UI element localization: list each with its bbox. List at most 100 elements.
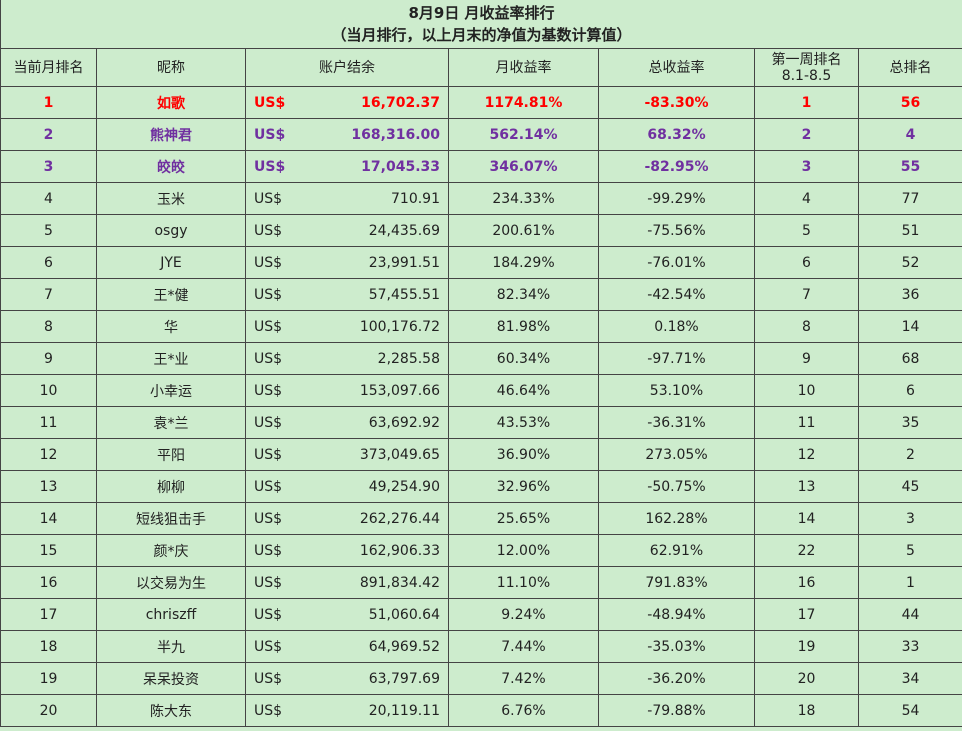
- cell-balance: 162,906.33: [309, 534, 449, 567]
- cell-balance: 23,991.51: [309, 246, 449, 279]
- cell-nickname: 如歌: [96, 86, 246, 119]
- cell-week1-rank: 8: [754, 310, 859, 343]
- cell-total-rank: 68: [857, 342, 962, 375]
- cell-monthly-return: 184.29%: [448, 246, 599, 279]
- cell-rank: 14: [0, 502, 97, 535]
- cell-balance: 2,285.58: [309, 342, 449, 375]
- cell-rank: 8: [0, 310, 97, 343]
- cell-week1-rank: 19: [754, 630, 859, 663]
- table-row: 19 呆呆投资 US$ 63,797.69 7.42% -36.20% 20 34: [0, 662, 962, 695]
- cell-total-return: 62.91%: [598, 534, 755, 567]
- cell-monthly-return: 60.34%: [448, 342, 599, 375]
- cell-rank: 1: [0, 86, 97, 119]
- table-row: 18 半九 US$ 64,969.52 7.44% -35.03% 19 33: [0, 630, 962, 663]
- cell-total-rank: 45: [857, 470, 962, 503]
- cell-total-return: 68.32%: [598, 118, 755, 151]
- cell-monthly-return: 6.76%: [448, 694, 599, 727]
- cell-total-return: 162.28%: [598, 502, 755, 535]
- cell-week1-rank: 14: [754, 502, 859, 535]
- cell-nickname: 柳柳: [96, 470, 246, 503]
- cell-nickname: 玉米: [96, 182, 246, 215]
- table-row: 10 小幸运 US$ 153,097.66 46.64% 53.10% 10 6: [0, 374, 962, 407]
- cell-rank: 13: [0, 470, 97, 503]
- cell-rank: 7: [0, 278, 97, 311]
- cell-monthly-return: 81.98%: [448, 310, 599, 343]
- cell-rank: 5: [0, 214, 97, 247]
- cell-monthly-return: 1174.81%: [448, 86, 599, 119]
- table-title: 8月9日 月收益率排行 （当月排行，以上月末的净值为基数计算值）: [0, 0, 962, 49]
- cell-currency: US$: [245, 406, 310, 439]
- cell-balance: 24,435.69: [309, 214, 449, 247]
- cell-balance: 63,797.69: [309, 662, 449, 695]
- cell-monthly-return: 346.07%: [448, 150, 599, 183]
- cell-week1-rank: 17: [754, 598, 859, 631]
- cell-rank: 2: [0, 118, 97, 151]
- cell-total-return: -82.95%: [598, 150, 755, 183]
- cell-total-return: -99.29%: [598, 182, 755, 215]
- cell-rank: 20: [0, 694, 97, 727]
- cell-total-return: -36.31%: [598, 406, 755, 439]
- cell-currency: US$: [245, 214, 310, 247]
- cell-balance: 64,969.52: [309, 630, 449, 663]
- cell-rank: 4: [0, 182, 97, 215]
- cell-total-rank: 1: [857, 566, 962, 599]
- cell-week1-rank: 10: [754, 374, 859, 407]
- cell-week1-rank: 12: [754, 438, 859, 471]
- header-week1-rank-range: 8.1-8.5: [781, 67, 832, 84]
- table-row: 1 如歌 US$ 16,702.37 1174.81% -83.30% 1 56: [0, 86, 962, 119]
- cell-nickname: 颜*庆: [96, 534, 246, 567]
- cell-rank: 3: [0, 150, 97, 183]
- cell-nickname: 华: [96, 310, 246, 343]
- cell-currency: US$: [245, 182, 310, 215]
- cell-total-rank: 3: [857, 502, 962, 535]
- table-row: 5 osgy US$ 24,435.69 200.61% -75.56% 5 51: [0, 214, 962, 247]
- cell-total-return: -79.88%: [598, 694, 755, 727]
- cell-balance: 51,060.64: [309, 598, 449, 631]
- cell-monthly-return: 234.33%: [448, 182, 599, 215]
- cell-monthly-return: 46.64%: [448, 374, 599, 407]
- cell-balance: 891,834.42: [309, 566, 449, 599]
- cell-rank: 18: [0, 630, 97, 663]
- cell-week1-rank: 13: [754, 470, 859, 503]
- cell-balance: 17,045.33: [309, 150, 449, 183]
- table-row: 8 华 US$ 100,176.72 81.98% 0.18% 8 14: [0, 310, 962, 343]
- table-row: 4 玉米 US$ 710.91 234.33% -99.29% 4 77: [0, 182, 962, 215]
- cell-nickname: chriszff: [96, 598, 246, 631]
- cell-nickname: osgy: [96, 214, 246, 247]
- cell-nickname: 小幸运: [96, 374, 246, 407]
- cell-week1-rank: 18: [754, 694, 859, 727]
- cell-nickname: 短线狙击手: [96, 502, 246, 535]
- cell-currency: US$: [245, 150, 310, 183]
- cell-nickname: 王*业: [96, 342, 246, 375]
- cell-nickname: 皎皎: [96, 150, 246, 183]
- cell-total-rank: 34: [857, 662, 962, 695]
- table-row: 13 柳柳 US$ 49,254.90 32.96% -50.75% 13 45: [0, 470, 962, 503]
- cell-currency: US$: [245, 342, 310, 375]
- cell-monthly-return: 32.96%: [448, 470, 599, 503]
- cell-currency: US$: [245, 598, 310, 631]
- table-row: 3 皎皎 US$ 17,045.33 346.07% -82.95% 3 55: [0, 150, 962, 183]
- cell-currency: US$: [245, 246, 310, 279]
- cell-balance: 63,692.92: [309, 406, 449, 439]
- cell-currency: US$: [245, 438, 310, 471]
- cell-total-rank: 44: [857, 598, 962, 631]
- cell-balance: 262,276.44: [309, 502, 449, 535]
- cell-total-rank: 54: [857, 694, 962, 727]
- cell-currency: US$: [245, 566, 310, 599]
- cell-week1-rank: 16: [754, 566, 859, 599]
- cell-balance: 168,316.00: [309, 118, 449, 151]
- cell-rank: 11: [0, 406, 97, 439]
- cell-monthly-return: 43.53%: [448, 406, 599, 439]
- header-week1-rank: 第一周排名 8.1-8.5: [754, 48, 859, 87]
- table-row: 20 陈大东 US$ 20,119.11 6.76% -79.88% 18 54: [0, 694, 962, 727]
- cell-total-rank: 55: [857, 150, 962, 183]
- table-row: 14 短线狙击手 US$ 262,276.44 25.65% 162.28% 14 3: [0, 502, 962, 535]
- cell-nickname: 呆呆投资: [96, 662, 246, 695]
- header-monthly-return: 月收益率: [448, 48, 599, 87]
- cell-week1-rank: 6: [754, 246, 859, 279]
- cell-rank: 15: [0, 534, 97, 567]
- cell-total-return: -36.20%: [598, 662, 755, 695]
- cell-total-return: 791.83%: [598, 566, 755, 599]
- title-row: 8月9日 月收益率排行 （当月排行，以上月末的净值为基数计算值）: [0, 0, 962, 49]
